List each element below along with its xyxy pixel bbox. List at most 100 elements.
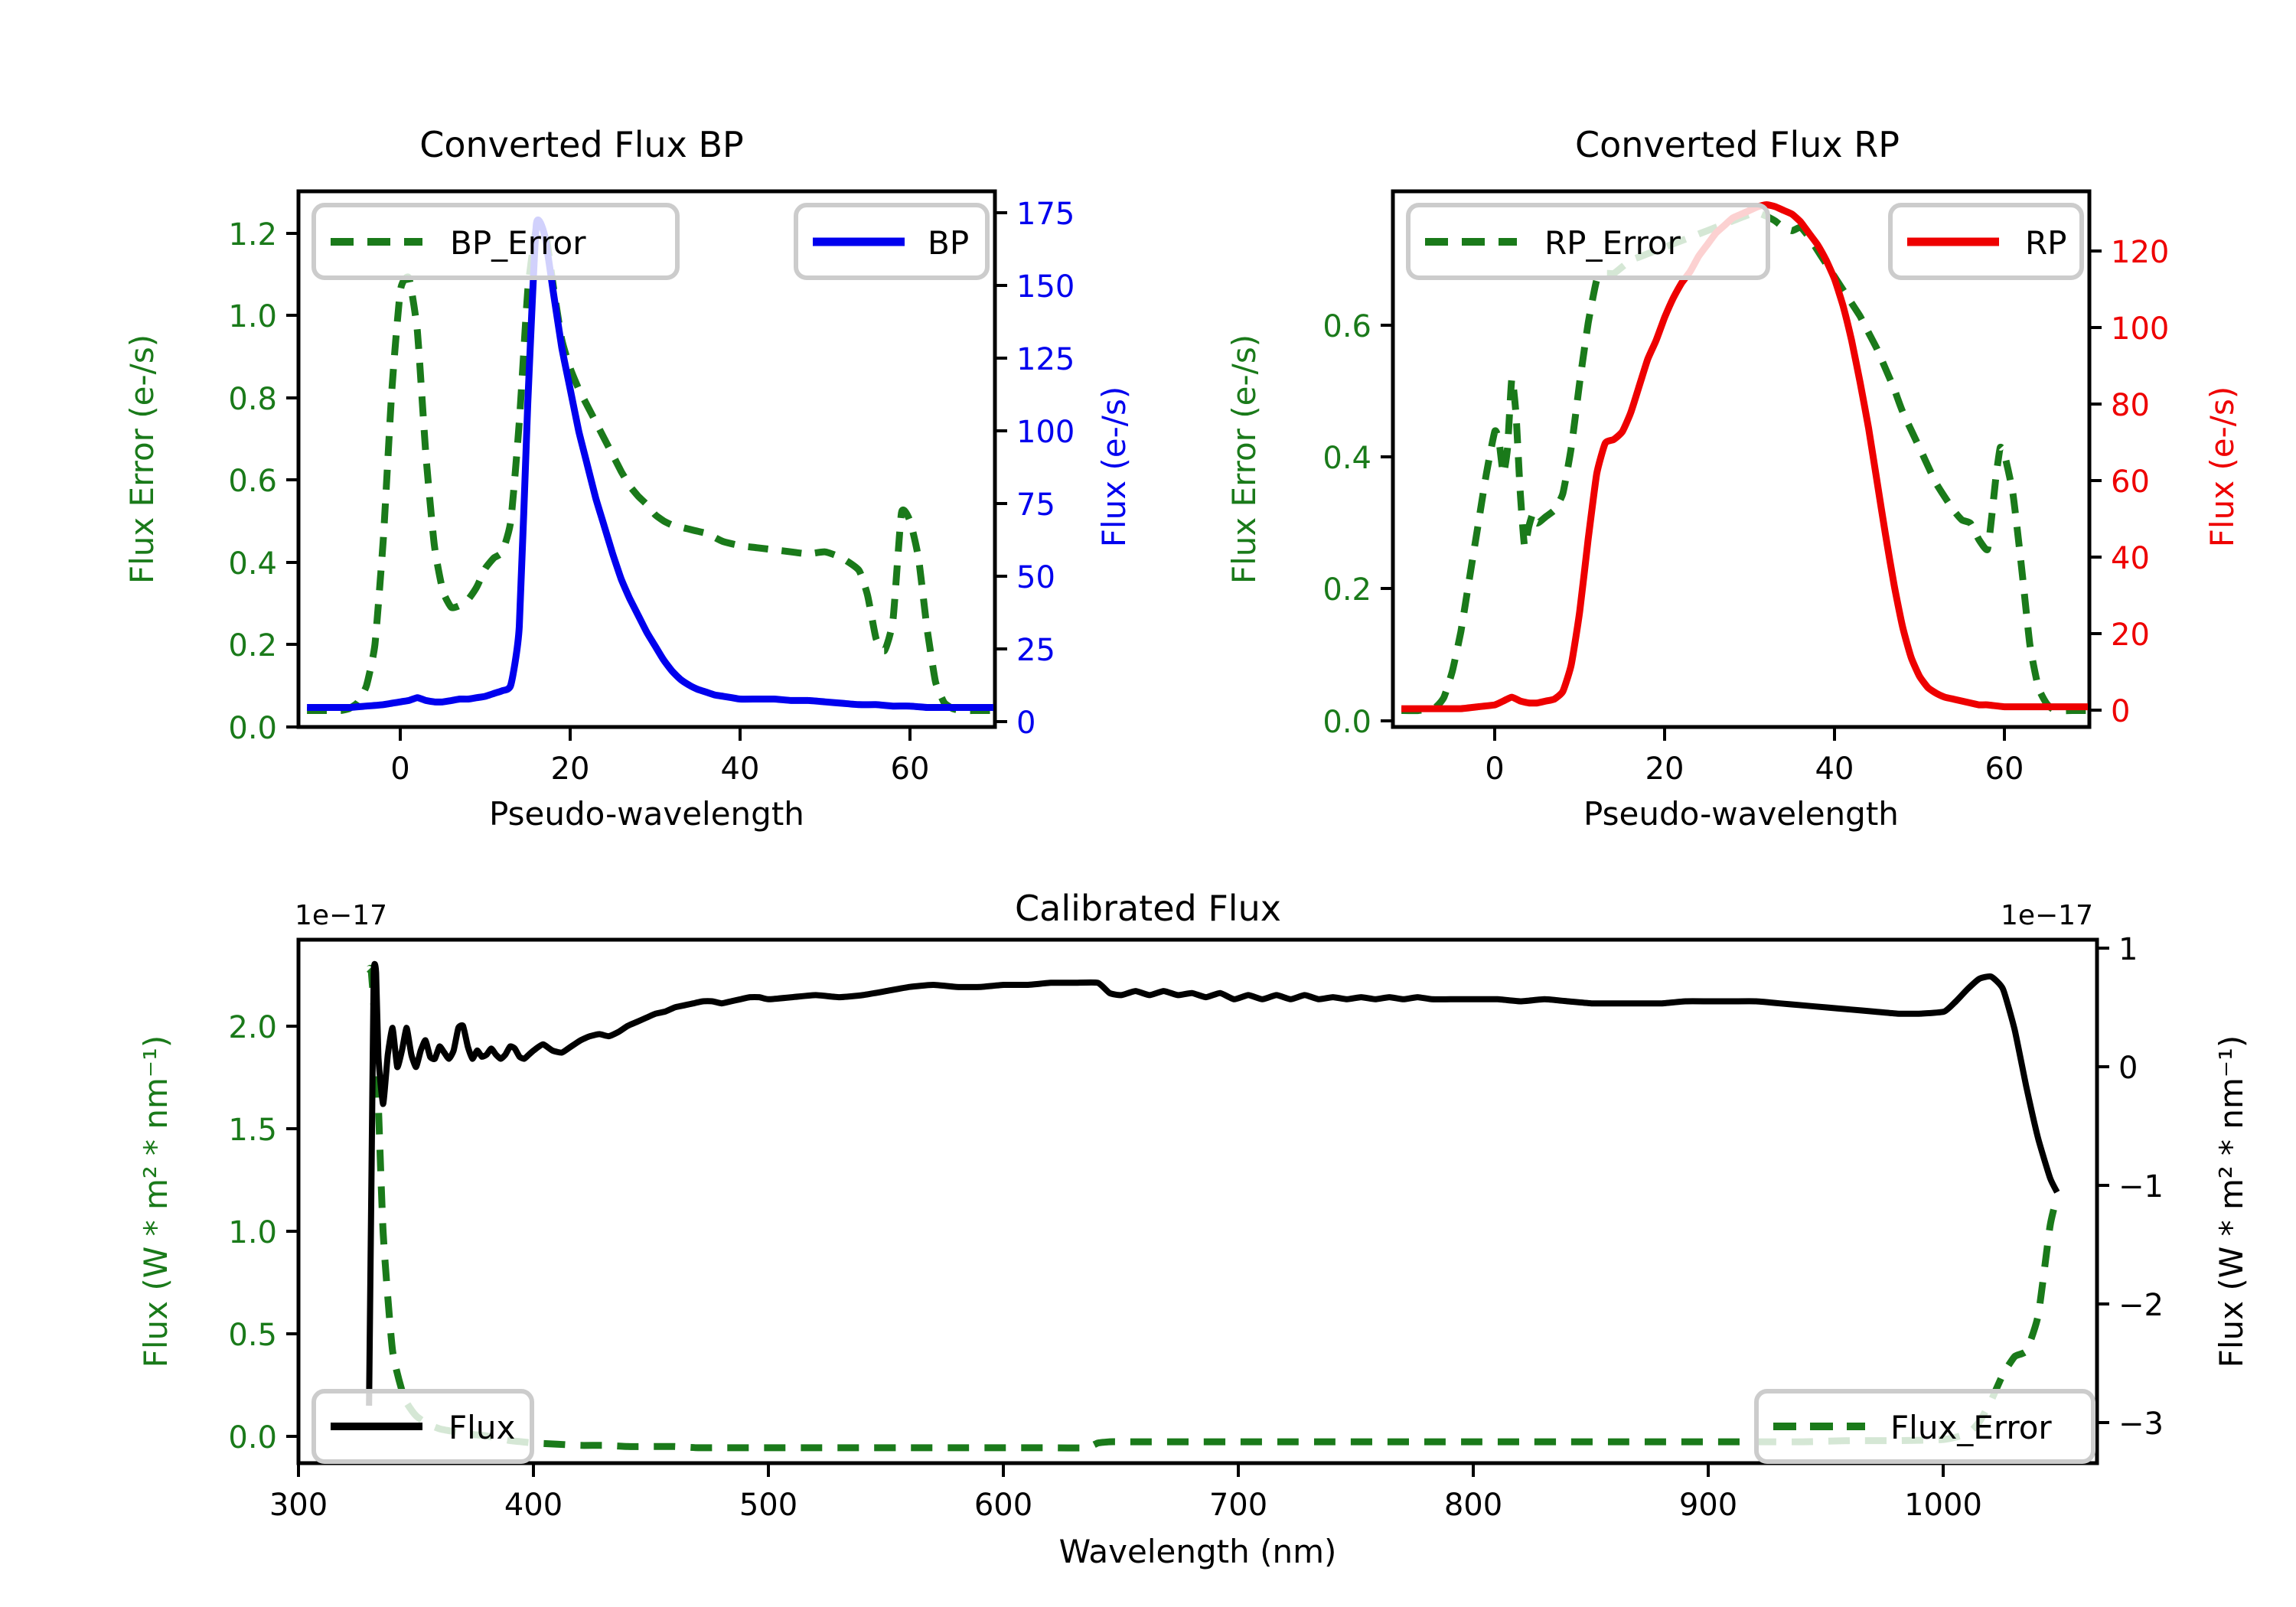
ytick-right-rp-6: 120	[2111, 235, 2169, 270]
ytick-left-cal-0: 0.0	[228, 1420, 277, 1455]
legend-rp-error[interactable]: RP_Error	[1406, 203, 1770, 280]
ytick-left-bp-0: 0.0	[228, 711, 277, 746]
ytick-right-rp-3: 60	[2111, 464, 2150, 500]
legend-flux-error[interactable]: Flux_Error	[1754, 1389, 2095, 1464]
legend-label-bp-error: BP_Error	[450, 224, 586, 262]
legend-bp[interactable]: BP	[794, 203, 990, 280]
plot-frame-bp	[296, 189, 997, 729]
xaxis-label-bp: Pseudo-wavelength	[489, 795, 804, 833]
chart-svg-bp: Converted Flux BP 0.0 0.2 0.4 0.6 0.8 1.…	[123, 124, 1133, 833]
panel-title-bp: Converted Flux BP	[419, 124, 744, 165]
ytick-right-rp-1: 20	[2111, 618, 2150, 653]
legend-rp[interactable]: RP	[1888, 203, 2084, 280]
yaxis-left-label-bp: Flux Error (e-/s)	[123, 334, 161, 584]
ytick-left-bp-1: 0.2	[228, 628, 277, 663]
yaxis-right-calibrated: 1 0 −1 −2 −3	[2097, 932, 2164, 1442]
series-line-flux	[366, 960, 2060, 1406]
xtick-rp-3: 60	[1985, 751, 2024, 787]
xaxis-rp: 0 20 40 60	[1485, 727, 2024, 787]
yaxis-left-offset-calibrated: 1e−17	[295, 900, 387, 931]
panel-converted-flux-rp: Converted Flux RP 0.0 0.2 0.4 0.6 Flux E…	[1148, 0, 2296, 842]
legend-label-flux-error: Flux_Error	[1890, 1409, 2052, 1446]
ytick-left-bp-4: 0.8	[228, 382, 277, 417]
xtick-cal-3: 600	[974, 1488, 1032, 1523]
ytick-left-cal-1: 0.5	[228, 1318, 277, 1353]
yaxis-left-label-calibrated: Flux (W * m² * nm⁻¹)	[137, 1035, 174, 1368]
ytick-right-bp-7: 175	[1016, 197, 1075, 232]
series-line-bp-error	[307, 221, 993, 715]
yaxis-left-rp: 0.0 0.2 0.4 0.6	[1322, 309, 1393, 740]
ytick-left-cal-4: 2.0	[228, 1010, 277, 1045]
yaxis-right-offset-calibrated: 1e−17	[2001, 900, 2093, 931]
ytick-right-cal-3: −2	[2118, 1288, 2164, 1323]
ytick-left-cal-3: 1.5	[228, 1113, 277, 1148]
legend-label-rp-error: RP_Error	[1544, 224, 1681, 262]
ytick-left-bp-5: 1.0	[228, 299, 277, 334]
yaxis-right-rp: 0 20 40 60 80 100 120	[2089, 235, 2169, 729]
yaxis-left-bp: 0.0 0.2 0.4 0.6 0.8 1.0 1.2	[228, 217, 298, 746]
xaxis-bp: 0 20 40 60	[390, 727, 929, 787]
ytick-left-cal-2: 1.0	[228, 1215, 277, 1250]
legend-label-rp: RP	[2025, 224, 2067, 262]
xtick-bp-0: 0	[390, 751, 409, 787]
xtick-bp-3: 60	[891, 751, 930, 787]
ytick-right-cal-1: 0	[2118, 1051, 2138, 1086]
xaxis-calibrated: 300 400 500 600 700 800 900 1000	[269, 1463, 1982, 1523]
xtick-rp-1: 20	[1645, 751, 1684, 787]
ytick-left-rp-2: 0.4	[1322, 441, 1371, 476]
yaxis-right-label-rp: Flux (e-/s)	[2203, 386, 2241, 547]
ytick-right-cal-0: 1	[2118, 932, 2138, 967]
ytick-left-rp-0: 0.0	[1322, 705, 1371, 740]
ytick-right-bp-6: 150	[1016, 269, 1075, 305]
ytick-left-bp-3: 0.6	[228, 464, 277, 499]
yaxis-left-calibrated: 0.0 0.5 1.0 1.5 2.0	[228, 1010, 298, 1455]
xtick-cal-1: 400	[504, 1488, 563, 1523]
panel-converted-flux-bp: Converted Flux BP 0.0 0.2 0.4 0.6 0.8 1.…	[0, 0, 1148, 842]
legend-bp-error[interactable]: BP_Error	[311, 203, 680, 280]
ytick-right-rp-0: 0	[2111, 694, 2130, 729]
ytick-right-rp-2: 40	[2111, 541, 2150, 576]
ytick-right-bp-3: 75	[1016, 487, 1055, 523]
xtick-cal-2: 500	[739, 1488, 797, 1523]
yaxis-left-label-rp: Flux Error (e-/s)	[1225, 334, 1263, 584]
ytick-right-cal-2: −1	[2118, 1169, 2164, 1204]
ytick-right-bp-2: 50	[1016, 560, 1055, 595]
legend-label-flux: Flux	[448, 1409, 515, 1446]
xaxis-label-calibrated: Wavelength (nm)	[1059, 1533, 1337, 1570]
xtick-rp-0: 0	[1485, 751, 1504, 787]
yaxis-right-label-calibrated: Flux (W * m² * nm⁻¹)	[2213, 1035, 2250, 1368]
panel-title-rp: Converted Flux RP	[1575, 124, 1900, 165]
legend-flux[interactable]: Flux	[311, 1389, 534, 1464]
xtick-cal-6: 900	[1679, 1488, 1737, 1523]
ytick-right-bp-1: 25	[1016, 633, 1055, 668]
ytick-right-bp-0: 0	[1016, 706, 1035, 741]
xaxis-label-rp: Pseudo-wavelength	[1583, 795, 1899, 833]
xtick-cal-7: 1000	[1904, 1488, 1982, 1523]
yaxis-right-bp: 0 25 50 75 100 125 150 175	[995, 197, 1075, 741]
xtick-rp-2: 40	[1815, 751, 1854, 787]
ytick-left-bp-6: 1.2	[228, 217, 277, 253]
xtick-bp-2: 40	[721, 751, 760, 787]
chart-svg-calibrated: Calibrated Flux 1e−17 1e−17 0.0 0.5 1.0 …	[137, 888, 2250, 1570]
ytick-left-rp-1: 0.2	[1322, 572, 1371, 608]
ytick-right-bp-5: 125	[1016, 342, 1075, 377]
ytick-right-rp-4: 80	[2111, 388, 2150, 423]
series-line-bp	[307, 216, 993, 712]
series-line-flux-error	[365, 964, 2061, 1452]
xtick-cal-5: 800	[1444, 1488, 1502, 1523]
ytick-right-bp-4: 100	[1016, 415, 1075, 450]
panel-title-calibrated: Calibrated Flux	[1015, 888, 1281, 929]
panel-calibrated-flux: Calibrated Flux 1e−17 1e−17 0.0 0.5 1.0 …	[0, 811, 2296, 1607]
legend-label-bp: BP	[928, 224, 969, 262]
ytick-left-bp-2: 0.4	[228, 546, 277, 582]
xtick-bp-1: 20	[551, 751, 590, 787]
ytick-right-cal-4: −3	[2118, 1407, 2164, 1442]
plot-frame-rp	[1391, 189, 2092, 729]
yaxis-right-label-bp: Flux (e-/s)	[1095, 386, 1133, 547]
xtick-cal-4: 700	[1209, 1488, 1267, 1523]
ytick-right-rp-5: 100	[2111, 311, 2169, 347]
plot-frame-calibrated	[296, 937, 2099, 1465]
chart-svg-rp: Converted Flux RP 0.0 0.2 0.4 0.6 Flux E…	[1225, 124, 2241, 833]
series-line-rp-error	[1401, 209, 2088, 715]
